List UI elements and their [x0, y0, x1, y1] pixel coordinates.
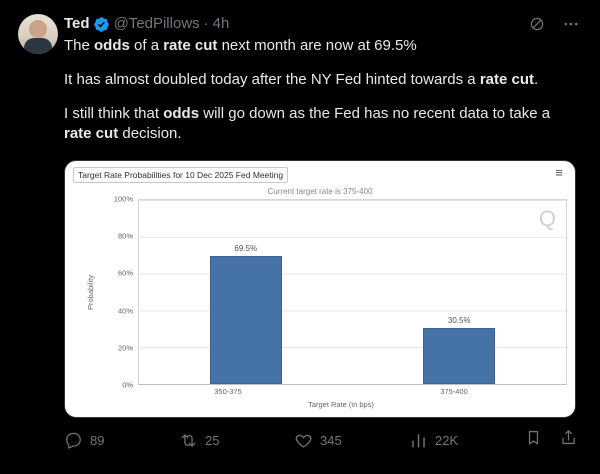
- views-count: 22K: [435, 432, 459, 448]
- y-tick: 0%: [122, 380, 134, 390]
- x-category-labels: 350-375 375-400: [115, 385, 567, 398]
- avatar-suit: [24, 38, 52, 54]
- chart-card[interactable]: Target Rate Probabilities for 10 Dec 202…: [64, 160, 576, 418]
- text-segment: odds: [94, 37, 130, 54]
- bookmark-button[interactable]: [524, 428, 543, 452]
- bar-value-label: 30.5%: [447, 315, 471, 325]
- text-segment: of a: [129, 37, 164, 54]
- separator-dot: ·: [203, 15, 209, 32]
- reply-count: 89: [90, 432, 105, 448]
- like-count: 345: [320, 432, 342, 448]
- y-tick: 20%: [118, 343, 134, 353]
- y-axis-ticks: 100% 80% 60% 40% 20% 0%: [108, 195, 138, 390]
- plot-area: Q 69.5% 30.5%: [138, 199, 567, 385]
- views-button[interactable]: 22K: [409, 431, 524, 450]
- chart-header: Target Rate Probabilities for 10 Dec 202…: [73, 165, 567, 185]
- x-category-label: 350-375: [214, 387, 242, 396]
- chart-body: Probability 100% 80% 60% 40% 20% 0% Q 69…: [73, 195, 567, 390]
- bar-value-label: 69.5%: [234, 244, 258, 254]
- bookmark-icon: [528, 430, 539, 445]
- reply-icon: [66, 432, 81, 449]
- y-axis-label: Probability: [86, 274, 96, 310]
- avatar-face: [29, 20, 47, 38]
- actions-right: [524, 428, 578, 452]
- like-button[interactable]: 345: [294, 431, 409, 450]
- x-category-label: 375-400: [440, 387, 468, 396]
- text-segment: rate cut: [64, 125, 119, 142]
- chart-subtitle: Current target rate is 375-400: [267, 187, 373, 196]
- text-segment: decision.: [118, 125, 182, 142]
- text-segment: will go down as the Fed has no recent da…: [199, 105, 551, 122]
- bar-slot: 30.5%: [353, 200, 566, 384]
- y-tick: 60%: [118, 268, 134, 278]
- text-segment: odds: [163, 105, 200, 122]
- reply-button[interactable]: 89: [64, 431, 179, 450]
- user-handle[interactable]: @TedPillows: [113, 15, 200, 32]
- bar[interactable]: [209, 256, 282, 384]
- text-segment: I still think that: [64, 105, 164, 122]
- tweet-top-icons: [528, 15, 580, 33]
- views-icon: [412, 433, 425, 448]
- repost-count: 25: [205, 432, 220, 448]
- tweet-text: The odds of a rate cut next month are no…: [64, 36, 580, 144]
- watermark: Q: [538, 206, 556, 231]
- chart-menu-icon[interactable]: ≡: [555, 165, 563, 180]
- text-segment: It has almost doubled today after the NY…: [64, 71, 480, 88]
- grok-icon[interactable]: [528, 15, 546, 33]
- text-segment: .: [534, 71, 539, 88]
- y-tick: 80%: [118, 231, 134, 241]
- tweet-actions: 89 25 345 22K: [64, 428, 580, 452]
- display-name[interactable]: Ted: [64, 15, 90, 32]
- bar[interactable]: [423, 327, 496, 384]
- text-segment: next month are now at 69.5%: [217, 37, 417, 54]
- like-icon: [295, 434, 312, 448]
- text-segment: rate cut: [479, 71, 534, 88]
- repost-icon: [181, 433, 196, 447]
- verified-badge-icon: [93, 16, 110, 33]
- tweet-paragraph-2: It has almost doubled today after the NY…: [64, 70, 580, 90]
- more-icon[interactable]: [562, 15, 580, 33]
- text-segment: The: [64, 37, 95, 54]
- tweet-paragraph-1: The odds of a rate cut next month are no…: [64, 36, 580, 56]
- tweet-card: Ted @TedPillows · 4h The odds of a rate …: [18, 14, 580, 452]
- chart-title: Target Rate Probabilities for 10 Dec 202…: [73, 167, 289, 183]
- share-button[interactable]: [559, 428, 578, 452]
- repost-button[interactable]: 25: [179, 431, 294, 450]
- tweet-paragraph-3: I still think that odds will go down as …: [64, 104, 580, 144]
- y-tick: 100%: [113, 194, 134, 204]
- tweet-header-row: Ted @TedPillows · 4h: [64, 14, 580, 34]
- tweet-content: Ted @TedPillows · 4h The odds of a rate …: [64, 14, 580, 452]
- y-tick: 40%: [118, 306, 134, 316]
- x-axis-label: Target Rate (in bps): [308, 400, 374, 409]
- share-icon: [562, 430, 575, 445]
- bar-slot: 69.5%: [139, 200, 352, 384]
- timestamp[interactable]: 4h: [212, 15, 230, 32]
- text-segment: rate cut: [163, 37, 218, 54]
- avatar[interactable]: [18, 14, 58, 54]
